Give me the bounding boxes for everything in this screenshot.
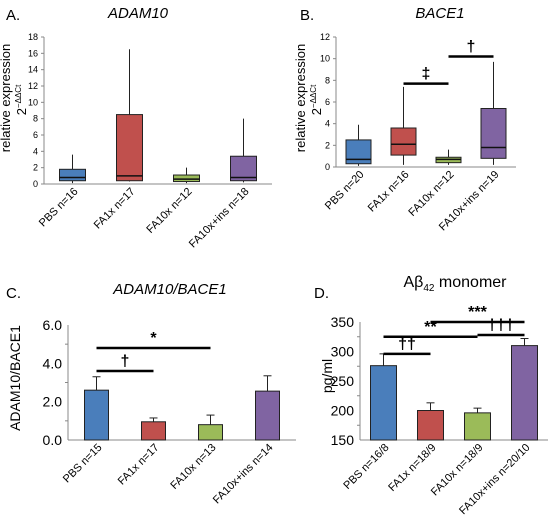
y-tick-label: 6 [325, 97, 330, 107]
y-tick-label: 6 [33, 130, 38, 140]
y-tick-label: 14 [28, 65, 38, 75]
category-label: FA1x n=17 [92, 186, 138, 232]
bar [370, 365, 397, 441]
y-tick-label: 6.0 [43, 317, 63, 333]
significance-marker: *** [468, 304, 487, 321]
y-tick-label: 0 [33, 179, 38, 189]
y-tick-label: 4 [33, 146, 38, 156]
box [230, 155, 257, 182]
panel-label: C. [6, 285, 21, 302]
bar [511, 345, 538, 441]
y-axis-formula-exponent: −ΔΔCt [14, 84, 23, 108]
y-tick-label: 2 [33, 163, 38, 173]
category-label: FA10x+ins n=14 [211, 442, 276, 507]
y-axis-formula: 2−ΔΔCt [14, 84, 29, 115]
category-label: PBS n=16 [37, 186, 81, 230]
box [173, 174, 200, 183]
y-axis-label: ADAM10/BACE1 [7, 325, 23, 431]
y-axis-formula-base: 2 [309, 108, 324, 115]
panel-label: D. [314, 285, 329, 302]
title-main: Aβ [403, 274, 423, 291]
y-axis-formula-base: 2 [14, 108, 29, 115]
bar [141, 421, 166, 441]
y-tick-label: 4.0 [43, 355, 63, 371]
category-label: FA10x n=12 [144, 186, 194, 236]
panel-b-bace1: B. BACE1 relative expression 2−ΔΔCt 0246… [293, 5, 516, 233]
panel-d-abeta42: D. Aβ42 monomer pg/ml 150 200 250 300 350 PBS… [314, 274, 548, 517]
y-tick-label: 0 [325, 162, 330, 172]
y-tick-label: 2 [325, 140, 330, 150]
bar [84, 389, 109, 441]
y-tick-label: 0.0 [43, 432, 63, 448]
y-tick-label: 250 [331, 373, 355, 389]
y-tick-label: 4 [325, 119, 330, 129]
chart-title: ADAM10/BACE1 [112, 281, 226, 298]
chart-title: BACE1 [415, 5, 464, 22]
y-axis-formula-exponent: −ΔΔCt [309, 84, 318, 108]
category-label: FA1x n=16 [366, 169, 412, 215]
category-label: FA10x n=13 [168, 442, 218, 492]
box [59, 168, 86, 182]
y-tick-label: 150 [331, 432, 355, 448]
significance-marker: † [121, 353, 130, 370]
category-label: FA1x n=17 [116, 442, 162, 488]
category-label: PBS n=20 [323, 169, 367, 213]
significance-marker: ‡ [422, 66, 431, 83]
y-tick-label: 16 [28, 48, 38, 58]
y-axis-label: pg/ml [319, 359, 335, 393]
category-label: FA1x n=18/9 [386, 442, 438, 494]
y-axis-label: relative expression [293, 44, 308, 152]
panel-c-ratio: C. ADAM10/BACE1 ADAM10/BACE1 0.0 2.0 4.0 6.… [6, 281, 296, 506]
bar [417, 410, 444, 441]
y-axis-label: relative expression [0, 44, 13, 152]
box [116, 114, 143, 182]
category-label: PBS n=16/8 [341, 442, 391, 492]
significance-marker: † [467, 39, 476, 56]
panel-label: B. [300, 7, 314, 24]
panel-a-adam10: A. ADAM10 relative expression 2−ΔΔCt 024… [0, 5, 272, 250]
y-tick-label: 2.0 [43, 394, 63, 410]
svg-text:2−ΔΔCt: 2−ΔΔCt [14, 84, 29, 115]
title-subscript: 42 [423, 283, 435, 294]
category-label: PBS n=15 [61, 442, 105, 486]
chart-title: ADAM10 [107, 5, 169, 22]
y-tick-label: 200 [331, 403, 355, 419]
y-tick-label: 18 [28, 32, 38, 42]
bar [464, 412, 491, 441]
y-tick-label: 350 [331, 314, 355, 330]
box [345, 139, 372, 165]
chart-title: Aβ42 monomer [403, 274, 507, 294]
y-tick-label: 8 [325, 75, 330, 85]
bar [198, 424, 223, 441]
svg-text:2−ΔΔCt: 2−ΔΔCt [309, 84, 324, 115]
panel-label: A. [6, 7, 20, 24]
y-tick-label: 12 [28, 81, 38, 91]
y-tick-label: 10 [320, 54, 330, 64]
box [390, 127, 417, 156]
bar [255, 390, 280, 441]
significance-marker: * [150, 330, 157, 347]
category-label: FA10x+ins n=18 [187, 186, 252, 251]
y-axis-formula: 2−ΔΔCt [309, 84, 324, 115]
y-tick-label: 12 [320, 32, 330, 42]
y-tick-label: 300 [331, 344, 355, 360]
y-tick-label: 8 [33, 114, 38, 124]
title-rest: monomer [434, 274, 507, 291]
significance-marker: †† [398, 336, 416, 353]
box [480, 108, 507, 159]
y-tick-label: 10 [28, 97, 38, 107]
significance-marker: ††† [488, 317, 515, 334]
